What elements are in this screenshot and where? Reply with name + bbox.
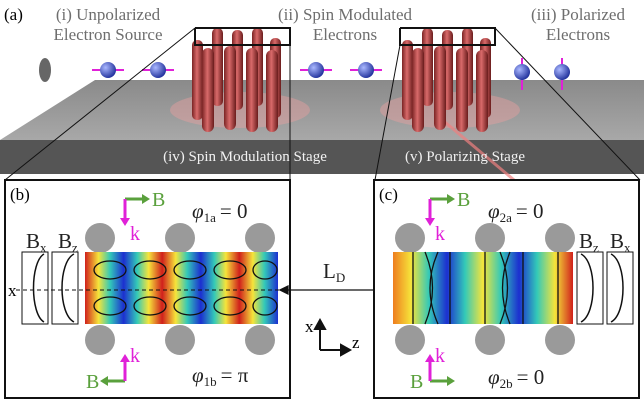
source (39, 58, 51, 82)
phase-label: φ1a= 0 (192, 199, 248, 225)
stage-label: (v) Polarizing Stage (405, 149, 525, 165)
electron (100, 62, 116, 78)
pillar (192, 40, 203, 120)
pillar (266, 50, 278, 132)
field-map (393, 252, 573, 324)
field-label: B (152, 189, 165, 211)
wave-label: k (130, 345, 140, 367)
pillar (402, 40, 413, 120)
electron (514, 64, 530, 80)
wave-label: k (435, 345, 445, 367)
phase-label: φ2a= 0 (488, 199, 544, 225)
caption: Electron Source (53, 25, 162, 44)
separation-label: LD (323, 259, 345, 285)
phase-label: φ1b= π (192, 363, 249, 389)
axis-label: x (8, 281, 17, 300)
pillar (224, 46, 236, 130)
electron (554, 64, 570, 80)
slab (0, 80, 644, 185)
pillar (246, 48, 258, 132)
pillar (202, 48, 214, 132)
panel-label: (a) (4, 5, 23, 24)
caption: (iii) Polarized (531, 5, 625, 24)
panel-label: (c) (379, 185, 398, 204)
pillar (476, 50, 488, 132)
caption: Electrons (313, 25, 377, 44)
slab-top (0, 80, 644, 140)
electron (150, 62, 166, 78)
wave-label: k (130, 223, 140, 245)
field-label: B (457, 189, 470, 211)
pillar (412, 48, 424, 132)
field-label: B (86, 371, 99, 393)
pillar (434, 46, 446, 130)
caption: (ii) Spin Modulated (278, 5, 413, 24)
phase-label: φ2b= 0 (488, 365, 544, 391)
figure: (a) (i) Unpolarized Electron Source (ii)… (0, 0, 644, 402)
pillar (456, 48, 468, 132)
field-label: B (410, 371, 423, 393)
wave-label: k (435, 223, 445, 245)
coordinate-axes (315, 320, 350, 355)
stage-label: (iv) Spin Modulation Stage (163, 149, 327, 165)
panel-label: (b) (10, 185, 30, 204)
caption: (i) Unpolarized (56, 5, 161, 24)
electron (308, 62, 324, 78)
axis-label: x (305, 317, 314, 336)
electron (358, 62, 374, 78)
axis-label: z (352, 333, 360, 352)
caption: Electrons (546, 25, 610, 44)
